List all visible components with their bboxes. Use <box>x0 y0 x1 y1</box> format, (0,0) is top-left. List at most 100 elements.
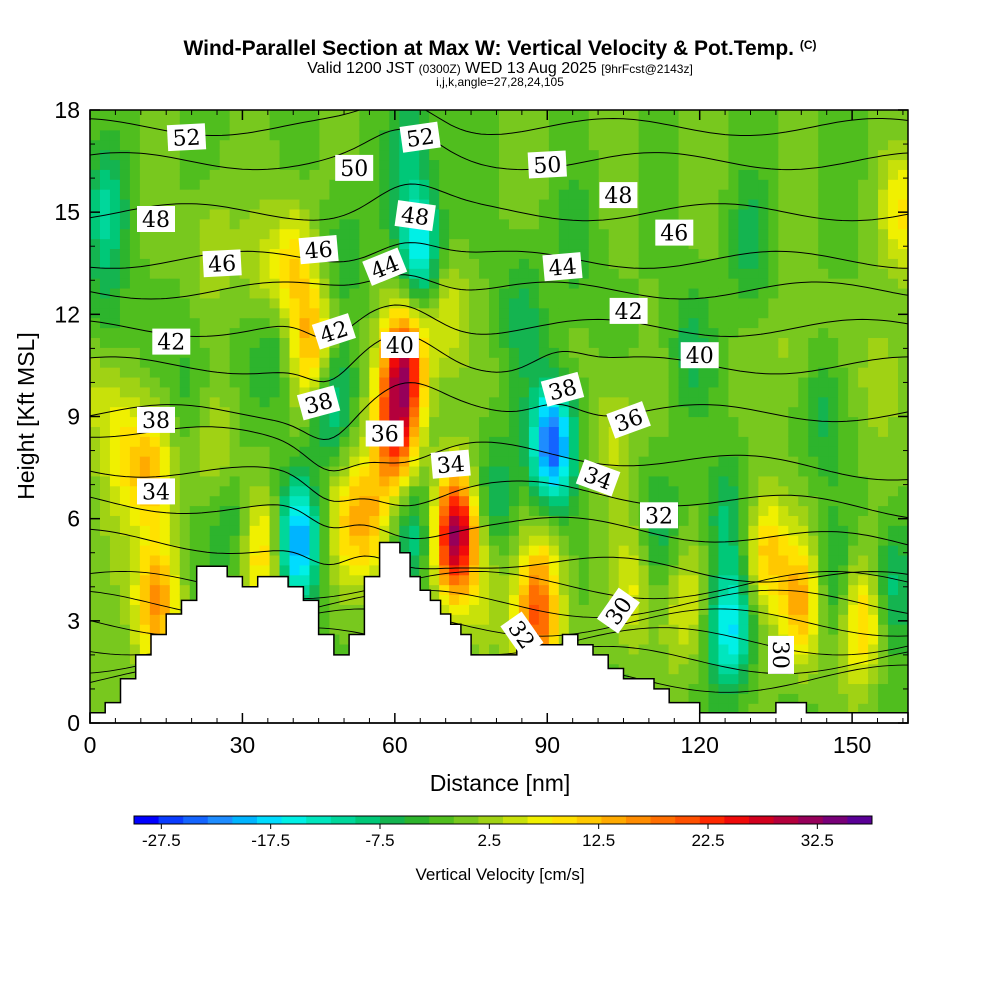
field-cell <box>808 386 819 398</box>
field-cell <box>379 406 390 418</box>
field-cell <box>768 317 779 329</box>
field-cell <box>858 238 869 250</box>
field-cell <box>379 367 390 378</box>
field-cell <box>518 297 530 309</box>
field-cell <box>828 535 839 546</box>
field-cell <box>818 258 829 269</box>
field-cell <box>768 179 779 190</box>
field-cell <box>219 554 231 566</box>
field-cell <box>688 198 700 210</box>
field-cell <box>718 278 730 289</box>
field-cell <box>778 416 789 427</box>
field-cell <box>169 574 181 586</box>
field-cell <box>748 278 759 289</box>
field-cell <box>129 554 141 566</box>
field-cell <box>778 189 789 200</box>
field-cell <box>838 515 849 526</box>
field-cell <box>349 189 360 200</box>
field-cell <box>848 673 859 685</box>
field-cell <box>528 525 540 536</box>
field-cell <box>499 584 510 596</box>
field-cell <box>728 416 740 427</box>
field-cell <box>608 238 620 250</box>
field-cell <box>369 198 380 210</box>
field-cell <box>588 258 600 269</box>
field-cell <box>668 525 680 536</box>
field-cell <box>828 485 839 497</box>
field-cell <box>229 278 241 289</box>
field-cell <box>169 238 181 250</box>
field-cell <box>169 169 181 180</box>
field-cell <box>548 456 560 467</box>
field-cell <box>858 376 869 388</box>
field-cell <box>159 357 171 368</box>
field-cell <box>459 436 470 447</box>
field-cell <box>738 505 749 516</box>
field-cell <box>419 110 430 121</box>
field-cell <box>109 475 121 487</box>
field-cell <box>668 693 680 704</box>
field-cell <box>738 149 749 161</box>
field-cell <box>508 446 520 457</box>
field-cell <box>888 594 899 605</box>
field-cell <box>788 258 799 269</box>
field-cell <box>718 426 730 437</box>
field-cell <box>169 416 181 427</box>
field-cell <box>858 287 869 299</box>
field-cell <box>229 139 241 151</box>
field-cell <box>379 317 390 329</box>
field-cell <box>329 535 340 546</box>
field-cell <box>189 386 201 398</box>
field-cell <box>548 495 560 507</box>
field-cell <box>748 604 759 615</box>
field-cell <box>319 110 331 121</box>
field-cell <box>788 119 799 131</box>
field-cell <box>499 456 510 467</box>
field-cell <box>349 624 360 635</box>
field-cell <box>508 159 520 170</box>
field-cell <box>718 179 730 190</box>
field-cell <box>429 386 440 398</box>
field-cell <box>878 663 889 675</box>
field-cell <box>828 634 839 645</box>
field-cell <box>239 169 251 180</box>
field-cell <box>678 574 690 586</box>
field-cell <box>489 485 500 497</box>
field-cell <box>229 416 241 427</box>
field-cell <box>289 228 301 240</box>
field-cell <box>199 307 211 319</box>
field-cell <box>678 465 690 477</box>
field-cell <box>429 159 440 170</box>
field-cell <box>299 337 311 348</box>
field-cell <box>548 287 560 299</box>
field-cell <box>518 456 530 467</box>
field-cell <box>399 495 410 507</box>
field-cell <box>578 129 590 141</box>
field-cell <box>309 584 321 596</box>
field-cell <box>349 258 360 269</box>
field-cell <box>778 228 789 240</box>
field-cell <box>459 317 470 329</box>
field-cell <box>888 465 899 477</box>
field-cell <box>189 208 201 220</box>
field-cell <box>249 258 261 269</box>
field-cell <box>618 129 630 141</box>
field-cell <box>738 327 749 339</box>
field-cell <box>229 456 241 467</box>
field-cell <box>528 406 540 418</box>
field-cell <box>489 159 500 170</box>
field-cell <box>558 614 570 625</box>
field-cell <box>479 189 490 200</box>
field-cell <box>818 287 829 299</box>
field-cell <box>798 297 809 309</box>
field-cell <box>109 485 121 497</box>
field-cell <box>518 110 530 121</box>
field-cell <box>479 287 490 299</box>
field-cell <box>668 297 680 309</box>
field-cell <box>668 337 680 348</box>
field-cell <box>738 317 749 329</box>
field-cell <box>369 129 380 141</box>
field-cell <box>738 110 749 121</box>
field-cell <box>658 347 670 358</box>
field-cell <box>708 594 720 605</box>
